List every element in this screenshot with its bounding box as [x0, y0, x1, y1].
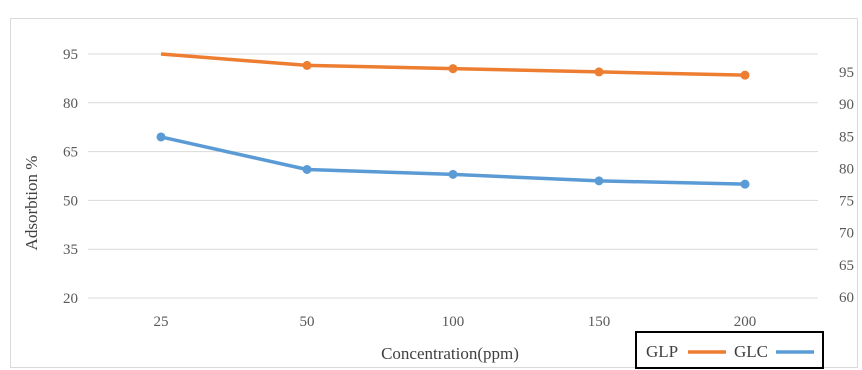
x-axis-title: Concentration(ppm): [381, 344, 519, 363]
data-point-glp: [594, 67, 604, 77]
x-tick-label: 25: [154, 314, 169, 330]
data-point-glp: [448, 64, 458, 74]
right-tick-label: 60: [839, 290, 854, 306]
data-point-glc: [594, 176, 604, 186]
series-layer: [156, 52, 750, 189]
x-tick-label: 200: [734, 314, 757, 330]
data-point-glc: [740, 179, 750, 189]
left-tick-label: 50: [63, 193, 78, 209]
left-tick-label: 80: [63, 96, 78, 112]
x-tick-label: 50: [300, 314, 315, 330]
right-axis-ticks: 60 65 70 75 80 85 90 95: [839, 65, 854, 306]
left-tick-label: 95: [63, 47, 78, 63]
legend-label-glp: GLP: [646, 342, 678, 361]
right-tick-label: 70: [839, 226, 854, 242]
data-point-glp: [740, 70, 750, 80]
y-axis-title: Adsorbtion %: [22, 156, 41, 251]
data-point-glc: [156, 132, 166, 142]
x-tick-label: 100: [442, 314, 465, 330]
right-tick-label: 80: [839, 161, 854, 177]
gridlines: [88, 53, 818, 299]
x-axis-ticks: 25 50 100 150 200: [154, 314, 757, 330]
series-glc: [156, 132, 750, 189]
left-tick-label: 35: [63, 242, 78, 258]
series-glp: [160, 52, 750, 80]
left-tick-label: 20: [63, 291, 78, 307]
data-point-glc: [448, 169, 458, 179]
legend-label-glc: GLC: [734, 342, 768, 361]
left-axis-ticks: 20 35 50 65 80 95: [63, 47, 78, 307]
right-tick-label: 75: [839, 194, 854, 210]
legend: GLP GLC: [635, 331, 824, 369]
data-point-glp: [302, 60, 312, 70]
right-tick-label: 95: [839, 65, 854, 81]
x-tick-label: 150: [588, 314, 611, 330]
right-tick-label: 85: [839, 129, 854, 145]
data-point-glc: [302, 164, 312, 174]
chart-frame: [10, 18, 858, 368]
right-tick-label: 90: [839, 97, 854, 113]
left-tick-label: 65: [63, 145, 78, 161]
legend-box: [635, 331, 824, 369]
right-tick-label: 65: [839, 258, 854, 274]
